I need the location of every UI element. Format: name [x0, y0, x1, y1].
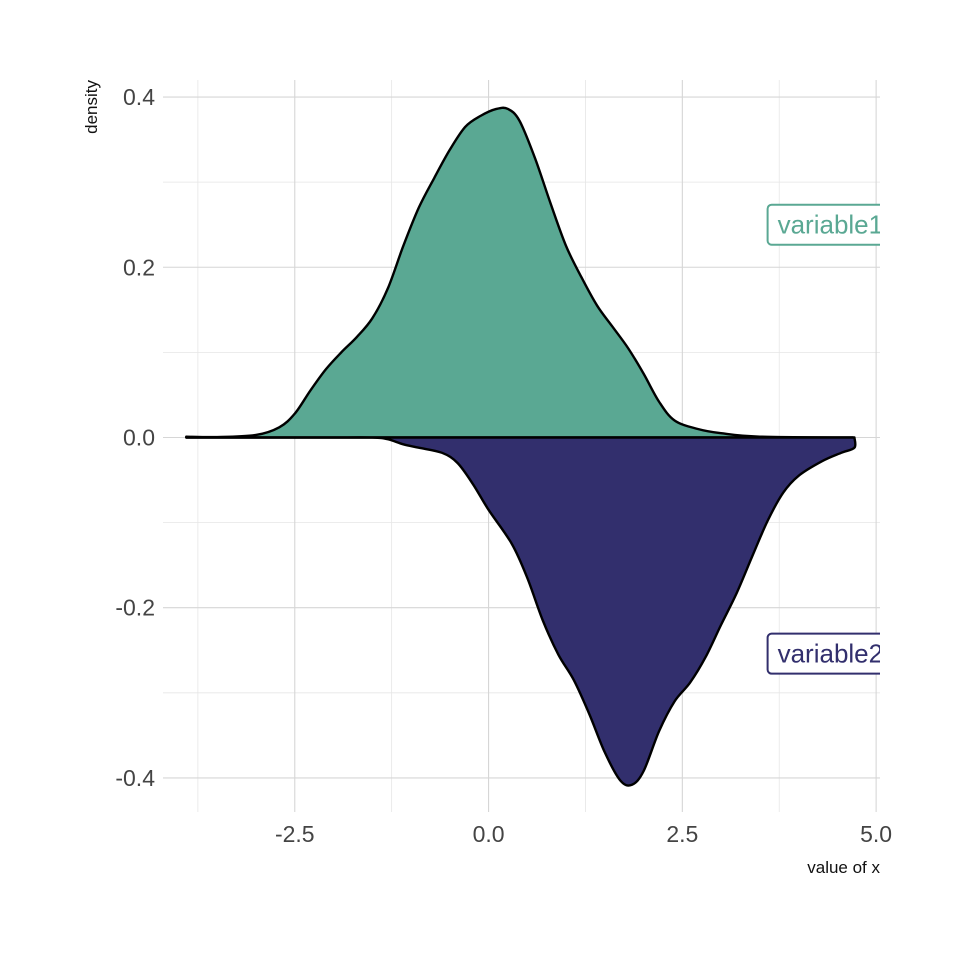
- y-tick-label: -0.4: [115, 765, 155, 791]
- series-label-variable1: variable1: [766, 203, 884, 246]
- y-tick-label: 0.2: [123, 254, 155, 280]
- series-label-box: [766, 632, 880, 675]
- series-label-text: variable2: [778, 639, 884, 669]
- density-areas: [185, 106, 857, 787]
- y-axis-title: density: [82, 80, 101, 134]
- series-label-variable2: variable2: [766, 632, 884, 675]
- x-tick-label: 5.0: [860, 821, 892, 847]
- x-tick-label: 2.5: [666, 821, 698, 847]
- series-label-text: variable1: [778, 210, 884, 240]
- tick-labels: -2.5 0.0 2.5 5.0 0.4 0.2 0.0 -0.2 -0.4: [115, 84, 892, 847]
- x-tick-label: -2.5: [275, 821, 315, 847]
- density-area-variable1: [185, 106, 855, 439]
- y-tick-label: -0.2: [115, 595, 155, 621]
- x-axis-title: value of x: [807, 858, 880, 877]
- series-labels: variable1 variable2: [766, 203, 884, 675]
- x-tick-label: 0.0: [473, 821, 505, 847]
- density-area-variable2: [185, 436, 857, 787]
- series-label-box: [766, 203, 880, 246]
- y-tick-label: 0.4: [123, 84, 155, 110]
- y-tick-label: 0.0: [123, 424, 155, 450]
